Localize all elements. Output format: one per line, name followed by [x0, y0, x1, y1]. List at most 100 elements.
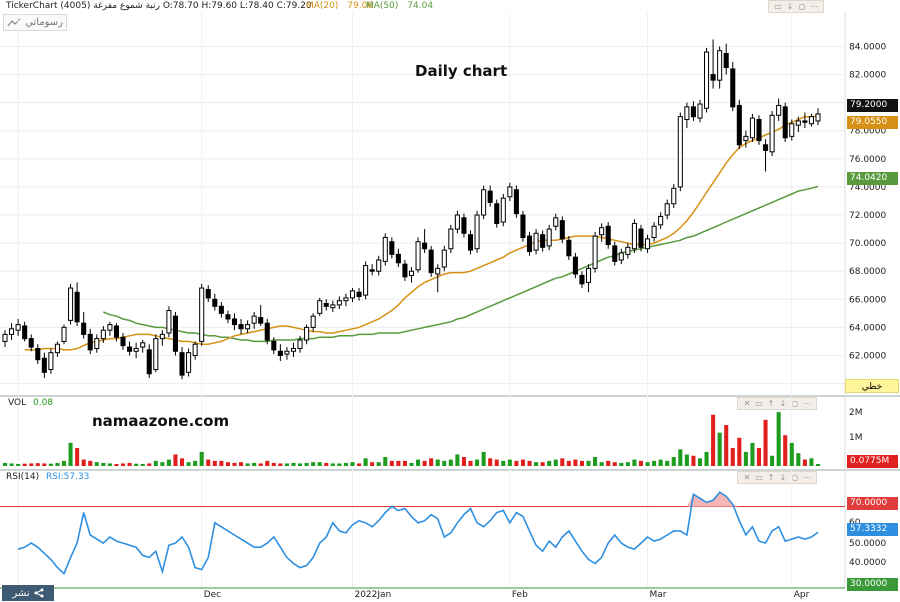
- volume-bar: [435, 459, 440, 466]
- candle-up: [415, 241, 421, 271]
- volume-bar: [179, 458, 185, 466]
- candle-down: [723, 52, 729, 69]
- volume-bar: [199, 451, 204, 466]
- candle-down: [35, 347, 41, 361]
- candle-down: [782, 106, 788, 139]
- volume-bar: [756, 448, 762, 466]
- candle-up: [704, 51, 710, 109]
- volume-bar: [684, 454, 689, 466]
- restore-icon[interactable]: ▭: [774, 2, 782, 11]
- drawings-button[interactable]: رسوماتي: [3, 14, 67, 31]
- chart-header: TickerChart رتبة شموع مفرغة (4005) O:78.…: [6, 1, 312, 11]
- candle-up: [448, 228, 454, 250]
- zigzag-icon: [7, 18, 21, 26]
- candle-up: [625, 246, 631, 255]
- volume-bar: [278, 463, 283, 466]
- volume-bar: [166, 459, 171, 466]
- volume-bar: [252, 462, 257, 466]
- circle-icon[interactable]: ○: [791, 473, 799, 482]
- arrow-down-icon[interactable]: ↓: [779, 473, 787, 482]
- volume-bar: [612, 462, 617, 466]
- more-icon[interactable]: ⋯: [803, 473, 811, 482]
- candle-down: [579, 274, 585, 285]
- volume-bar: [547, 460, 552, 466]
- circle-icon[interactable]: ○: [798, 2, 806, 11]
- volume-bar: [265, 460, 270, 466]
- volume-bar: [238, 462, 244, 466]
- rsi-upper-box: 70.0000: [847, 497, 898, 510]
- candle-down: [41, 357, 47, 373]
- arrow-up-icon[interactable]: ↑: [767, 399, 775, 408]
- volume-bar: [75, 448, 80, 466]
- y-tick-label: 66.0000: [849, 295, 886, 305]
- candle-up: [186, 352, 192, 373]
- volume-bar: [357, 463, 362, 466]
- circle-icon[interactable]: ○: [791, 399, 799, 408]
- candle-up: [507, 186, 513, 198]
- volume-bar: [619, 462, 624, 466]
- candle-up: [671, 187, 677, 205]
- volume-bar: [402, 460, 407, 466]
- volume-bar: [16, 463, 21, 466]
- restore-icon[interactable]: ▭: [755, 399, 763, 408]
- volume-bar: [376, 462, 381, 466]
- close-icon[interactable]: ✕: [743, 473, 751, 482]
- volume-bar: [750, 442, 755, 466]
- candle-up: [481, 189, 487, 216]
- restore-icon[interactable]: ▭: [755, 473, 763, 482]
- close-value: C:79.20: [276, 1, 312, 11]
- candle-down: [763, 144, 769, 151]
- volume-bar: [802, 459, 807, 466]
- share-label: نشر: [12, 587, 30, 599]
- arrow-up-icon[interactable]: ↑: [767, 473, 775, 482]
- volume-bar: [140, 463, 145, 466]
- y-tick-label: 84.0000: [849, 42, 886, 52]
- candle-up: [61, 326, 67, 342]
- volume-bar: [658, 459, 663, 466]
- rsi-line: [17, 491, 819, 576]
- candle-up: [599, 227, 605, 236]
- watermark: namaazone.com: [92, 412, 230, 430]
- more-icon[interactable]: ⋯: [803, 399, 811, 408]
- volume-bar: [560, 458, 565, 466]
- volume-bar: [481, 451, 486, 466]
- volume-bar: [468, 460, 473, 466]
- volume-bar: [809, 458, 814, 466]
- candle-down: [231, 318, 238, 326]
- arrow-down-icon[interactable]: ↓: [779, 399, 787, 408]
- y-tick-label: 64.0000: [849, 323, 886, 333]
- share-button[interactable]: نشر: [2, 585, 54, 601]
- volume-bar: [324, 462, 329, 466]
- candle-up: [336, 300, 342, 306]
- candle-up: [317, 300, 323, 314]
- candle-down: [113, 325, 119, 338]
- candle-up: [199, 287, 205, 342]
- candle-down: [179, 352, 185, 376]
- volume-bar: [416, 459, 421, 466]
- volume-bar: [461, 457, 466, 466]
- volume-bar: [2, 462, 8, 466]
- candle-up: [769, 114, 775, 153]
- volume-tick: 1M: [849, 433, 863, 443]
- candle-up: [474, 214, 480, 250]
- candle-up: [159, 333, 165, 340]
- scale-toggle-button[interactable]: خطي: [845, 379, 899, 393]
- candle-down: [172, 315, 179, 352]
- x-tick-label: Mar: [650, 590, 667, 600]
- ma20-label: MA(20): [306, 1, 339, 11]
- volume-bar: [540, 462, 545, 466]
- scale-toggle-label: خطي: [861, 382, 883, 392]
- candle-down: [258, 317, 264, 324]
- more-icon[interactable]: ⋯: [810, 2, 818, 11]
- y-tick-label: 82.0000: [849, 71, 886, 81]
- candle-up: [382, 236, 388, 262]
- candle-up: [304, 326, 310, 341]
- arrow-down-icon[interactable]: ↓: [786, 2, 794, 11]
- candle-down: [559, 220, 565, 240]
- candle-up: [684, 106, 690, 121]
- close-icon[interactable]: ✕: [743, 399, 751, 408]
- volume-bar: [783, 435, 788, 466]
- candle-up: [107, 324, 113, 331]
- low-value: L:78.40: [239, 1, 274, 11]
- candle-down: [730, 68, 736, 108]
